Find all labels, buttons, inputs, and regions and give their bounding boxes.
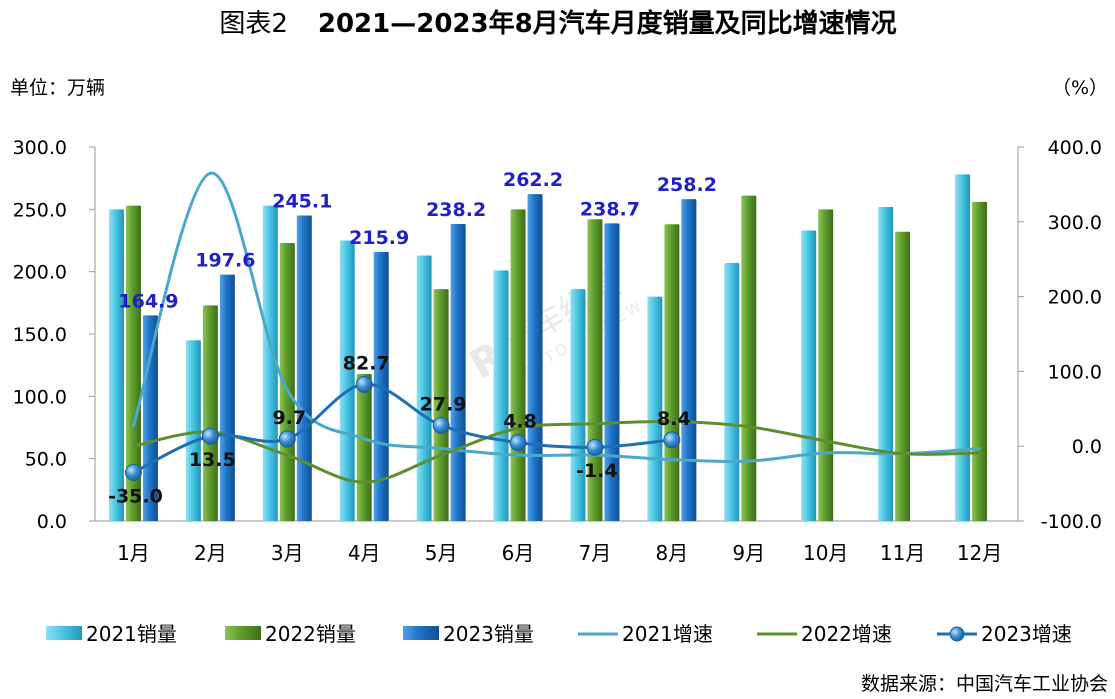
legend-swatch	[46, 626, 82, 640]
left-tick-label: 0.0	[37, 511, 67, 533]
bar-2021销量	[108, 209, 124, 522]
bar-2021销量	[878, 206, 894, 521]
legend-label: 2022增速	[801, 622, 892, 646]
bar-2022销量	[356, 373, 372, 521]
bar-2023销量	[450, 224, 466, 521]
right-tick-label: 300.0	[1048, 212, 1102, 234]
legend-swatch	[403, 626, 439, 640]
point-2023增速	[509, 434, 527, 452]
line-data-label: 13.5	[189, 449, 236, 471]
bar-2021销量	[570, 289, 586, 521]
legend-label: 2021销量	[86, 622, 177, 646]
x-tick-label: 12月	[957, 541, 1002, 565]
legend-label: 2023销量	[443, 622, 534, 646]
right-tick-label: 0.0	[1072, 436, 1102, 458]
bar-2023销量	[219, 274, 235, 521]
x-tick-label: 5月	[425, 541, 458, 565]
chart-title-text: 2021—2023年8月汽车月度销量及同比增速情况	[318, 8, 897, 39]
bar-2022销量	[433, 289, 449, 521]
bar-data-label: 164.9	[118, 290, 178, 312]
bar-2021销量	[955, 174, 971, 521]
bar-2021销量	[185, 340, 201, 521]
lines	[124, 171, 982, 484]
bar-2021销量	[724, 262, 740, 521]
x-tick-label: 9月	[732, 541, 765, 565]
point-2023增速	[355, 375, 373, 393]
x-tick-label: 2月	[194, 541, 227, 565]
bar-data-label: 238.2	[426, 199, 486, 221]
bar-2021销量	[647, 296, 663, 521]
legend: 2021销量 2022销量 2023销量 2021增速 2022增速 2023增速	[46, 622, 1072, 646]
x-tick-label: 6月	[502, 541, 535, 565]
left-tick-label: 300.0	[13, 137, 67, 159]
bar-data-label: 197.6	[195, 250, 255, 272]
left-tick-label: 100.0	[13, 386, 67, 408]
x-tick-label: 11月	[880, 541, 925, 565]
legend-label: 2021增速	[622, 622, 713, 646]
line-2022增速	[131, 419, 982, 484]
data-labels: 164.9 197.6 245.1 215.9 238.2 262.2 238.7 258.2…	[108, 169, 717, 507]
bar-2022销量	[125, 205, 141, 522]
line-data-label: 9.7	[272, 407, 306, 429]
left-axis-unit: 单位：万辆	[10, 77, 105, 99]
right-axis-unit: （%）	[1052, 77, 1108, 99]
bar-2022销量	[972, 201, 988, 521]
bar-2023销量	[527, 194, 543, 521]
line-data-label: -35.0	[108, 485, 163, 507]
left-tick-label: 50.0	[25, 449, 67, 471]
line-data-label: -1.4	[576, 460, 618, 482]
bar-2021销量	[339, 240, 355, 521]
line-data-label: 82.7	[343, 352, 390, 374]
bar-2021销量	[801, 230, 817, 521]
legend-label: 2022销量	[265, 622, 356, 646]
line-data-label: 27.9	[420, 393, 467, 415]
x-tick-label: 1月	[117, 541, 150, 565]
legend-marker	[949, 626, 965, 642]
x-tick-label: 4月	[348, 541, 381, 565]
bar-2022销量	[279, 242, 295, 521]
source-note: 数据来源：中国汽车工业协会	[861, 673, 1108, 695]
axes: 0.0 50.0 100.0 150.0 200.0 250.0 300.0 -100.0 0.…	[13, 137, 1102, 565]
bar-data-label: 245.1	[272, 190, 332, 212]
left-tick-label: 200.0	[13, 262, 67, 284]
right-tick-label: 100.0	[1048, 361, 1102, 383]
left-tick-label: 250.0	[13, 199, 67, 221]
bar-2021销量	[493, 270, 509, 521]
right-tick-label: 200.0	[1048, 287, 1102, 309]
line-2021增速	[131, 171, 982, 464]
bar-data-label: 238.7	[580, 198, 640, 220]
bar-2022销量	[818, 209, 834, 522]
chart-title: 图表2 2021—2023年8月汽车月度销量及同比增速情况	[219, 8, 896, 39]
bar-2022销量	[741, 195, 757, 521]
legend-swatch	[225, 626, 261, 640]
bar-data-label: 215.9	[349, 227, 409, 249]
bar-2023销量	[681, 199, 697, 522]
legend-label: 2023增速	[981, 622, 1072, 646]
bar-2022销量	[510, 209, 526, 522]
point-2023增速	[586, 438, 604, 456]
bar-2021销量	[416, 255, 432, 521]
bar-2022销量	[664, 224, 680, 521]
bar-2023销量	[296, 215, 312, 521]
right-tick-label: 400.0	[1048, 137, 1102, 159]
point-2023增速	[432, 416, 450, 434]
point-2023增速	[663, 431, 681, 449]
x-tick-label: 10月	[803, 541, 848, 565]
x-tick-label: 7月	[579, 541, 612, 565]
bar-data-label: 262.2	[503, 169, 563, 191]
x-tick-label: 8月	[656, 541, 689, 565]
bar-data-label: 258.2	[657, 174, 717, 196]
point-2023增速	[124, 463, 142, 481]
left-tick-label: 150.0	[13, 324, 67, 346]
bar-2022销量	[202, 305, 218, 521]
point-2023增速	[201, 427, 219, 445]
chart-title-prefix: 图表2	[219, 9, 288, 39]
bar-2022销量	[895, 231, 911, 522]
line-data-label: 4.8	[503, 411, 537, 433]
x-tick-label: 3月	[271, 541, 304, 565]
line-data-label: 8.4	[657, 408, 691, 430]
right-tick-label: -100.0	[1041, 511, 1102, 533]
point-2023增速	[278, 430, 296, 448]
